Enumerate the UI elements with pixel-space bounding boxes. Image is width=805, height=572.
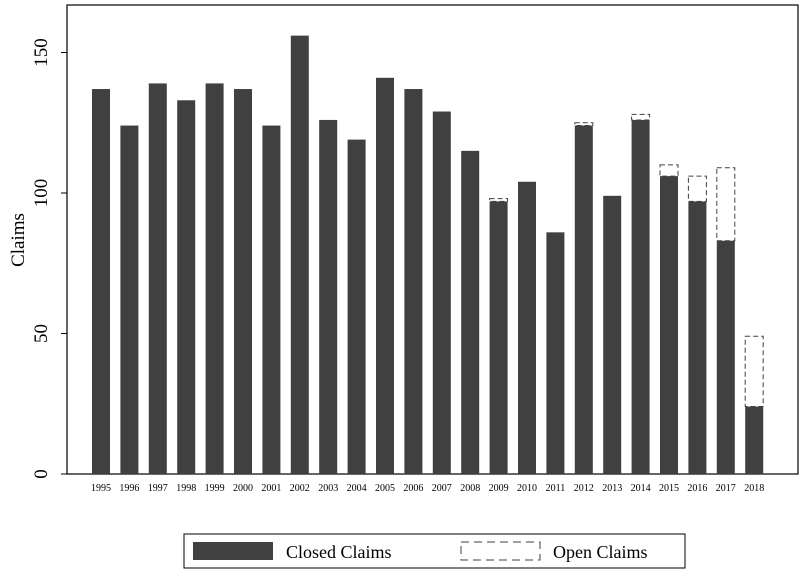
bar-open-claims — [716, 167, 736, 242]
bar-closed-claims — [347, 139, 366, 475]
bar-closed-claims — [518, 181, 536, 474]
legend-swatch-closed — [193, 542, 273, 560]
bar-closed-claims — [319, 119, 338, 474]
bar-open-claims — [489, 198, 509, 202]
x-tick-label: 2000 — [233, 483, 253, 494]
y-tick-label: 100 — [31, 179, 52, 208]
bar-closed-claims — [234, 89, 252, 474]
bar-closed-claims — [432, 111, 451, 474]
x-tick-label: 2008 — [460, 483, 480, 494]
bars — [92, 35, 764, 475]
bar-closed-claims — [120, 125, 139, 474]
plot-frame — [66, 4, 799, 475]
bar-closed-claims — [177, 100, 196, 475]
x-tick-label: 2010 — [517, 483, 537, 494]
x-tick-label: 2017 — [716, 483, 736, 494]
x-tick-label: 1995 — [91, 483, 111, 494]
bar-closed-claims — [574, 125, 593, 474]
y-axis: 0 50 100 150 — [31, 38, 67, 479]
x-tick-label: 1999 — [205, 483, 225, 494]
x-tick-label: 2011 — [546, 483, 566, 494]
x-tick-label: 2012 — [574, 483, 594, 494]
x-tick-label: 2018 — [744, 483, 764, 494]
x-tick-label: 2005 — [375, 483, 395, 494]
bar-closed-claims — [461, 150, 480, 474]
x-axis: 1995 1996 1997 1998 1999 2000 2001 2002 2003 2004… — [91, 483, 764, 494]
y-axis-label: Claims — [8, 213, 29, 267]
x-tick-label: 1998 — [176, 483, 196, 494]
bar-closed-claims — [148, 83, 167, 474]
x-tick-label: 2002 — [290, 483, 310, 494]
bar-closed-claims — [546, 232, 565, 474]
legend: Closed Claims Open Claims — [183, 533, 686, 569]
x-tick-label: 2015 — [659, 483, 679, 494]
bar-closed-claims — [688, 201, 707, 474]
x-tick-label: 2014 — [631, 483, 651, 494]
bar-closed-claims — [262, 125, 281, 474]
x-tick-label: 2006 — [403, 483, 423, 494]
x-tick-label: 1996 — [119, 483, 139, 494]
legend-swatch-open — [460, 541, 541, 561]
bar-closed-claims — [92, 89, 110, 474]
y-tick-label: 0 — [31, 469, 52, 479]
y-tick-label: 50 — [31, 324, 52, 343]
bar-closed-claims — [716, 240, 735, 474]
x-tick-label: 2016 — [687, 483, 707, 494]
legend-label-open: Open Claims — [553, 542, 648, 562]
bar-open-claims — [744, 335, 764, 408]
bar-open-claims — [631, 113, 651, 121]
x-tick-label: 2007 — [432, 483, 452, 494]
x-tick-label: 2009 — [489, 483, 509, 494]
bar-open-claims — [574, 122, 594, 127]
bar-closed-claims — [660, 176, 678, 474]
x-tick-label: 2013 — [602, 483, 622, 494]
bar-closed-claims — [745, 406, 764, 474]
y-tick-label: 150 — [31, 38, 52, 67]
x-tick-label: 2004 — [347, 483, 367, 494]
bar-open-claims — [659, 164, 679, 177]
legend-label-closed: Closed Claims — [286, 542, 392, 562]
bar-closed-claims — [290, 35, 309, 474]
bar-closed-claims — [603, 195, 622, 474]
x-tick-label: 2001 — [261, 483, 281, 494]
bar-closed-claims — [489, 201, 508, 474]
bar-closed-claims — [631, 119, 650, 474]
bar-closed-claims — [205, 83, 224, 474]
x-tick-label: 1997 — [148, 483, 168, 494]
bar-closed-claims — [404, 89, 423, 474]
bar-closed-claims — [376, 77, 394, 474]
bar-open-claims — [687, 175, 707, 202]
x-tick-label: 2003 — [318, 483, 338, 494]
